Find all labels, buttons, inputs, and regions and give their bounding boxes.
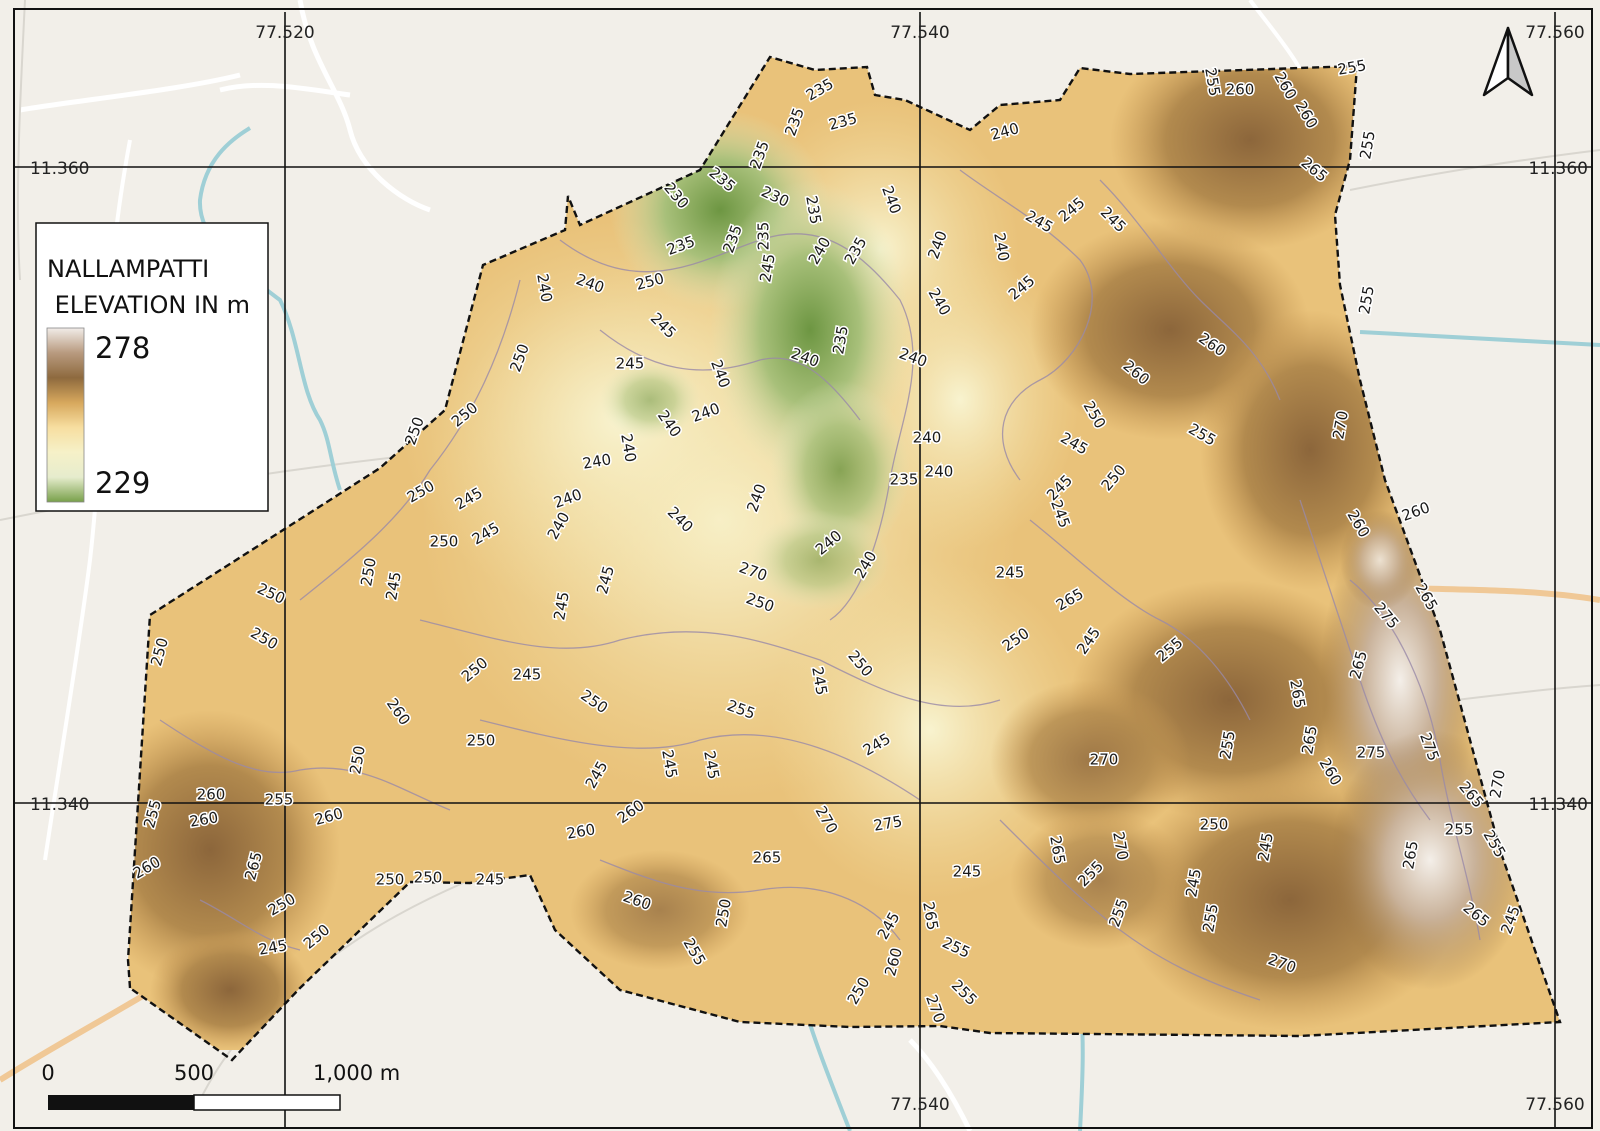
scale-label-500: 500 — [174, 1061, 214, 1085]
contour-label: 240 — [913, 429, 942, 447]
contour-label: 235 — [755, 222, 773, 251]
contour-label: 260 — [1226, 81, 1255, 99]
coordinate-labels: 77.520 77.540 77.560 77.540 77.560 11.36… — [30, 23, 1588, 1115]
left-latitude-label: 11.360 — [30, 159, 89, 179]
map-frame — [13, 8, 1593, 1129]
bottom-longitude-label: 77.560 — [1525, 1095, 1584, 1115]
contour-label: 270 — [1090, 751, 1119, 769]
contour-label: 250 — [1200, 816, 1229, 834]
legend-max-value: 278 — [95, 331, 150, 365]
top-longitude-label: 77.560 — [1525, 23, 1584, 43]
legend-subtitle: ELEVATION IN m — [47, 291, 250, 319]
contour-label: 260 — [197, 786, 226, 804]
contour-label: 255 — [1445, 821, 1474, 839]
contour-label: 235 — [890, 471, 919, 489]
left-latitude-label: 11.340 — [30, 795, 89, 815]
right-latitude-label: 11.360 — [1529, 159, 1588, 179]
contour-label: 240 — [533, 272, 556, 303]
scale-bar-black-segment — [48, 1095, 194, 1110]
contour-label: 275 — [1357, 744, 1386, 762]
scale-bar: 0 500 1,000 m — [41, 1061, 400, 1111]
contour-label: 270 — [1109, 830, 1132, 861]
contour-label: 250 — [376, 871, 405, 889]
contour-label: 245 — [382, 570, 405, 601]
north-arrow-icon — [1482, 26, 1534, 97]
contour-label: 245 — [476, 871, 505, 889]
legend: NALLAMPATTI ELEVATION IN m 278 229 — [35, 222, 269, 512]
contour-label: 250 — [467, 732, 496, 750]
top-longitude-label: 77.520 — [255, 23, 314, 43]
contour-label: 275 — [872, 812, 903, 835]
graticule — [14, 12, 1592, 1127]
contour-label: 240 — [925, 463, 954, 481]
contour-label: 250 — [712, 897, 735, 928]
scale-bar-white-segment — [193, 1094, 341, 1111]
scale-label-0: 0 — [41, 1061, 54, 1085]
contour-label: 250 — [430, 533, 459, 551]
scale-label-1000: 1,000 m — [313, 1061, 400, 1085]
bottom-longitude-label: 77.540 — [890, 1095, 949, 1115]
contour-label: 245 — [953, 863, 982, 881]
contour-label: 265 — [753, 849, 782, 867]
contour-label: 245 — [996, 564, 1025, 582]
legend-title: NALLAMPATTI — [47, 255, 209, 283]
contour-label: 245 — [513, 666, 542, 684]
top-longitude-label: 77.540 — [890, 23, 949, 43]
legend-color-ramp — [46, 327, 85, 503]
region-boundary — [126, 55, 1562, 1062]
legend-min-value: 229 — [95, 466, 150, 500]
right-latitude-label: 11.340 — [1529, 795, 1588, 815]
contour-label: 245 — [616, 355, 645, 373]
contour-label: 255 — [265, 791, 294, 809]
contour-label: 250 — [414, 869, 443, 887]
